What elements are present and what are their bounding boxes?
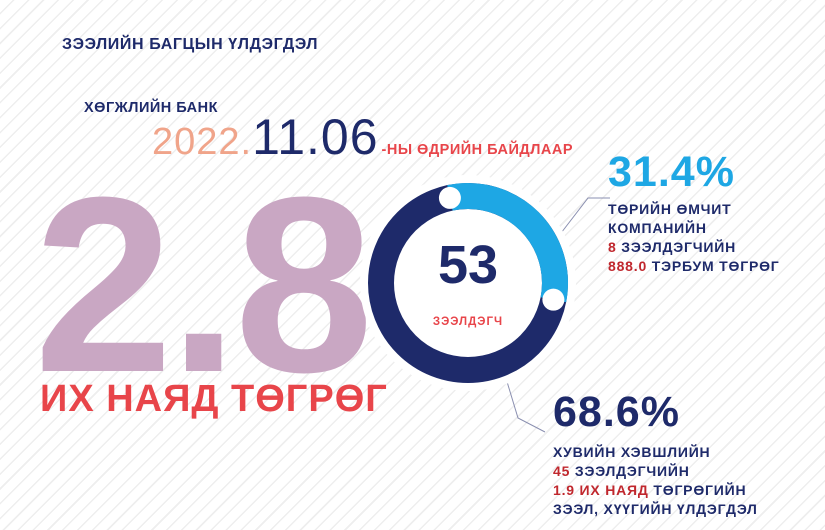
- state-line-2: КОМПАНИЙН: [608, 220, 707, 236]
- bank-name: ХӨГЖЛИЙН БАНК: [84, 100, 218, 116]
- state-count-line: 8 ЗЭЭЛДЭГЧИЙН: [608, 238, 780, 257]
- private-line-4: ЗЭЭЛ, ХҮҮГИЙН ҮЛДЭГДЭЛ: [553, 501, 758, 517]
- state-count: 8: [608, 239, 617, 255]
- total-value: 2.8: [34, 145, 374, 424]
- private-amount-line: 1.9 ИХ НАЯД ТӨГРӨГИЙН: [553, 481, 758, 500]
- state-amount-suffix: ТЭРБУМ ТӨГРӨГ: [651, 258, 780, 274]
- borrower-label: ЗЭЭЛДЭГЧ: [432, 316, 504, 328]
- state-amount: 888.0: [608, 258, 648, 274]
- state-line-1: ТӨРИЙН ӨМЧИТ: [608, 201, 732, 217]
- private-amount-suffix: ТӨГРӨГИЙН: [653, 482, 747, 498]
- date-month-day: 11.06: [252, 109, 379, 165]
- segment-start-dot: [438, 186, 461, 209]
- date-year: 2022.: [152, 121, 253, 163]
- private-count: 45: [553, 463, 571, 479]
- state-percent: 31.4%: [608, 148, 735, 196]
- total-unit: ИХ НАЯД ТӨГРӨГ: [40, 378, 388, 420]
- leader-line-private: [504, 374, 546, 433]
- private-count-suffix: ЗЭЭЛДЭГЧИЙН: [574, 463, 690, 479]
- state-count-suffix: ЗЭЭЛДЭГЧИЙН: [621, 239, 737, 255]
- private-line-1: ХУВИЙН ХЭВШЛИЙН: [553, 444, 711, 460]
- private-description: ХУВИЙН ХЭВШЛИЙН 45 ЗЭЭЛДЭГЧИЙН 1.9 ИХ НА…: [553, 443, 758, 519]
- private-percent: 68.6%: [553, 388, 680, 436]
- borrower-count: 53: [437, 235, 499, 295]
- date-suffix: -НЫ ӨДРИЙН БАЙДЛААР: [381, 142, 574, 158]
- segment-end-dot: [542, 288, 565, 311]
- private-count-line: 45 ЗЭЭЛДЭГЧИЙН: [553, 462, 758, 481]
- state-amount-line: 888.0 ТЭРБУМ ТӨГРӨГ: [608, 257, 780, 276]
- report-date: 2022.11.06 -НЫ ӨДРИЙН БАЙДЛААР: [152, 108, 574, 165]
- page-title: ЗЭЭЛИЙН БАГЦЫН ҮЛДЭГДЭЛ: [62, 36, 319, 53]
- private-amount: 1.9 ИХ НАЯД: [553, 482, 649, 498]
- state-description: ТӨРИЙН ӨМЧИТ КОМПАНИЙН 8 ЗЭЭЛДЭГЧИЙН 888…: [608, 200, 780, 276]
